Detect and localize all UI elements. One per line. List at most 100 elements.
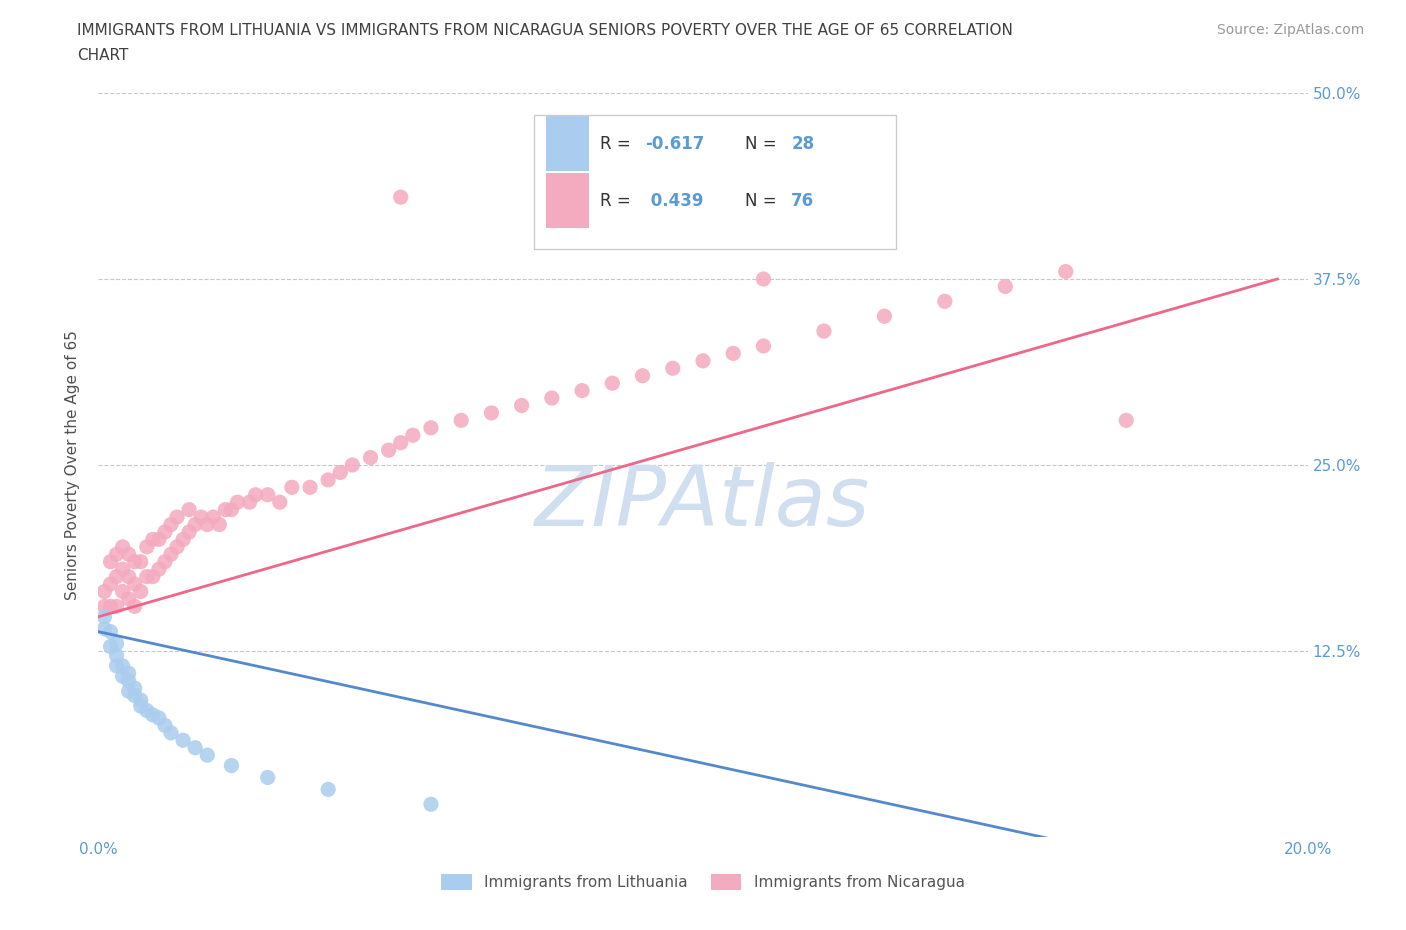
Text: N =: N = xyxy=(745,135,782,153)
Point xyxy=(934,294,956,309)
Point xyxy=(813,324,835,339)
Point xyxy=(329,465,352,480)
Point xyxy=(93,621,115,636)
Point xyxy=(256,487,278,502)
Text: IMMIGRANTS FROM LITHUANIA VS IMMIGRANTS FROM NICARAGUA SENIORS POVERTY OVER THE : IMMIGRANTS FROM LITHUANIA VS IMMIGRANTS … xyxy=(77,23,1014,38)
Point xyxy=(256,770,278,785)
Point xyxy=(160,547,183,562)
Point xyxy=(105,636,128,651)
Point xyxy=(202,510,225,525)
Text: 28: 28 xyxy=(792,135,814,153)
Point xyxy=(602,376,624,391)
Point xyxy=(631,190,654,205)
Text: R =: R = xyxy=(600,192,637,210)
Point xyxy=(1054,264,1077,279)
Point xyxy=(195,517,218,532)
Point xyxy=(124,599,146,614)
Point xyxy=(450,413,472,428)
Point xyxy=(752,272,775,286)
Text: 76: 76 xyxy=(792,192,814,210)
Point xyxy=(994,279,1017,294)
Point xyxy=(100,554,122,569)
Point xyxy=(100,639,122,654)
FancyBboxPatch shape xyxy=(546,116,589,171)
Text: -0.617: -0.617 xyxy=(645,135,704,153)
Point xyxy=(118,591,141,606)
Text: R =: R = xyxy=(600,135,637,153)
Point xyxy=(118,547,141,562)
Point xyxy=(111,562,134,577)
Point xyxy=(723,346,745,361)
Point xyxy=(129,554,152,569)
Point xyxy=(142,532,165,547)
Point xyxy=(571,383,593,398)
Point xyxy=(93,599,115,614)
Point xyxy=(135,703,157,718)
Point xyxy=(226,495,249,510)
Point xyxy=(316,472,339,487)
Point xyxy=(631,368,654,383)
Point xyxy=(118,569,141,584)
Point xyxy=(661,361,683,376)
Point xyxy=(166,510,188,525)
Point xyxy=(142,569,165,584)
Point xyxy=(153,718,176,733)
Point xyxy=(142,708,165,723)
Point xyxy=(1115,413,1137,428)
Point xyxy=(153,554,176,569)
Point xyxy=(105,658,128,673)
Point xyxy=(389,190,412,205)
Point xyxy=(510,398,533,413)
Point xyxy=(129,693,152,708)
Point xyxy=(166,539,188,554)
Point xyxy=(148,562,170,577)
Point xyxy=(179,525,201,539)
Point xyxy=(692,353,714,368)
Point xyxy=(153,525,176,539)
Y-axis label: Seniors Poverty Over the Age of 65: Seniors Poverty Over the Age of 65 xyxy=(65,330,80,600)
Point xyxy=(214,502,236,517)
Point xyxy=(148,532,170,547)
Point xyxy=(752,339,775,353)
Point xyxy=(105,569,128,584)
Point xyxy=(420,797,443,812)
Point xyxy=(195,748,218,763)
Text: Source: ZipAtlas.com: Source: ZipAtlas.com xyxy=(1216,23,1364,37)
Point xyxy=(100,599,122,614)
Point xyxy=(105,547,128,562)
Point xyxy=(118,666,141,681)
Point xyxy=(172,733,194,748)
Point xyxy=(100,624,122,639)
Text: N =: N = xyxy=(745,192,782,210)
Point xyxy=(118,684,141,698)
Point xyxy=(111,584,134,599)
Point xyxy=(124,681,146,696)
Point xyxy=(93,609,115,624)
Point xyxy=(179,502,201,517)
Point xyxy=(281,480,304,495)
Point xyxy=(221,502,243,517)
Point xyxy=(135,539,157,554)
Point xyxy=(299,480,322,495)
Point xyxy=(93,584,115,599)
Point xyxy=(111,669,134,684)
Point xyxy=(239,495,262,510)
Point xyxy=(129,698,152,713)
Point xyxy=(124,688,146,703)
Point xyxy=(389,435,412,450)
Point xyxy=(148,711,170,725)
FancyBboxPatch shape xyxy=(534,115,897,249)
Point xyxy=(540,391,562,405)
Point xyxy=(111,658,134,673)
Point xyxy=(316,782,339,797)
Point xyxy=(184,517,207,532)
Point xyxy=(342,458,364,472)
Point xyxy=(420,420,443,435)
Point xyxy=(873,309,896,324)
Text: 0.439: 0.439 xyxy=(645,192,703,210)
Point xyxy=(172,532,194,547)
Point xyxy=(160,725,183,740)
Point xyxy=(111,539,134,554)
Point xyxy=(190,510,212,525)
Legend: Immigrants from Lithuania, Immigrants from Nicaragua: Immigrants from Lithuania, Immigrants fr… xyxy=(436,868,970,897)
